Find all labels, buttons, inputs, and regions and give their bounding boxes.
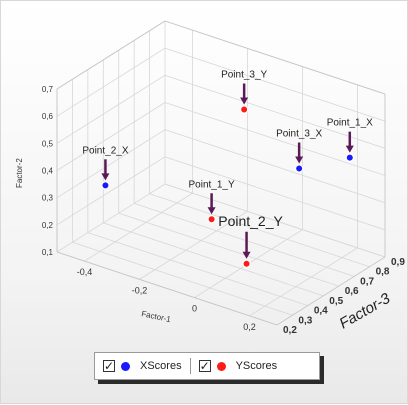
grid-line-back [164, 156, 386, 231]
legend-item-xscores[interactable]: ✓ XScores [103, 360, 182, 372]
grid-line-left [56, 129, 166, 199]
legend-label-yscores: YScores [235, 360, 278, 372]
z-tick-label: 0,2 [283, 325, 297, 336]
grid-line-floor [72, 241, 293, 316]
x-tick-label: -0,4 [77, 267, 93, 277]
y-tick-label: 0,2 [42, 221, 54, 230]
plot-box-edge [164, 20, 386, 95]
grid-line-back [164, 74, 386, 149]
grid-line-floor [149, 193, 370, 268]
legend-checkbox-yscores[interactable]: ✓ [198, 359, 211, 373]
grid-line-left [56, 183, 166, 253]
grid-line-floor [87, 232, 308, 306]
y-tick-label: 0,6 [42, 112, 54, 121]
x-axis-title: Factor-1 [141, 309, 173, 324]
point-arrow-head [240, 97, 249, 105]
grid-line-back [164, 102, 386, 176]
legend-marker-yscores [216, 361, 226, 371]
point-label-point-1-y: Point_1_Y [189, 179, 235, 190]
y-tick-label: 0,4 [42, 167, 54, 176]
legend-item-yscores[interactable]: ✓ YScores [198, 359, 278, 373]
point-arrow-head [207, 207, 216, 215]
point-point-1-y [207, 215, 216, 224]
legend-marker-xscores [121, 361, 130, 371]
z-tick-label: 0,9 [391, 257, 405, 268]
z-tick-label: 0,6 [345, 286, 359, 297]
grid-line-back [164, 47, 386, 122]
point-label-point-3-x: Point_3_X [276, 129, 322, 140]
grid-line-back [164, 129, 386, 204]
point-point-3-x [294, 164, 304, 173]
legend-divider [189, 358, 191, 374]
plot-box-edge [56, 251, 278, 326]
grid-line-floor [84, 192, 193, 262]
grid-line-left [56, 156, 166, 226]
grid-line-left [56, 47, 166, 117]
tick-labels: 0,10,20,30,40,50,60,7-0,4-0,200,2 0,20,30… [42, 85, 405, 336]
grid-line-floor [139, 211, 248, 280]
grid-line-left [56, 102, 166, 171]
grid-line-floor [134, 203, 355, 277]
z-tick-label: 0,4 [314, 306, 328, 317]
point-arrow-head [101, 173, 110, 181]
point-label-point-2-x: Point_2_X [82, 145, 128, 156]
point-label-point-1-x: Point_1_X [327, 118, 373, 129]
y-tick-label: 0,7 [42, 85, 54, 94]
point-label-point-2-y: Point_2_Y [218, 213, 283, 229]
z-tick-label: 0,5 [329, 296, 343, 307]
point-point-1-x [345, 153, 354, 162]
point-point-2-y [242, 259, 251, 268]
x-tick-label: 0 [192, 304, 197, 314]
grid-line-floor [103, 222, 324, 297]
chart-legend: ✓ XScores ✓ YScores [94, 352, 320, 380]
data-points: Point_3_Y Point_1_X Point_3_X Point_2_X Poin… [82, 70, 373, 268]
grid-line-floor [249, 247, 358, 317]
x-tick-label: -0,2 [132, 285, 148, 295]
point-arrow-head [242, 251, 251, 259]
plot-box-edge [56, 20, 166, 90]
z-tick-label: 0,3 [298, 315, 312, 326]
point-arrow-head [345, 145, 354, 153]
plot-box-edge [276, 256, 386, 326]
z-tick-label: 0,7 [360, 276, 374, 287]
z-tick-label: 0,8 [376, 267, 390, 278]
y-tick-label: 0,5 [42, 139, 54, 148]
y-axis-title: Factor-2 [15, 158, 24, 188]
y-tick-label: 0,1 [42, 248, 54, 257]
x-tick-label: 0,2 [243, 322, 256, 332]
grid-line-floor [118, 212, 339, 287]
grid-lines [56, 20, 386, 326]
point-point-3-y [239, 105, 249, 114]
y-tick-label: 0,3 [42, 194, 54, 203]
point-label-point-3-y: Point_3_Y [221, 70, 267, 81]
grid-line-floor [164, 183, 386, 258]
point-arrow-head [295, 156, 304, 164]
legend-label-xscores: XScores [140, 360, 182, 372]
grid-line-left [56, 74, 166, 144]
point-point-2-x [101, 181, 110, 190]
legend-checkbox-xscores[interactable]: ✓ [103, 359, 115, 373]
